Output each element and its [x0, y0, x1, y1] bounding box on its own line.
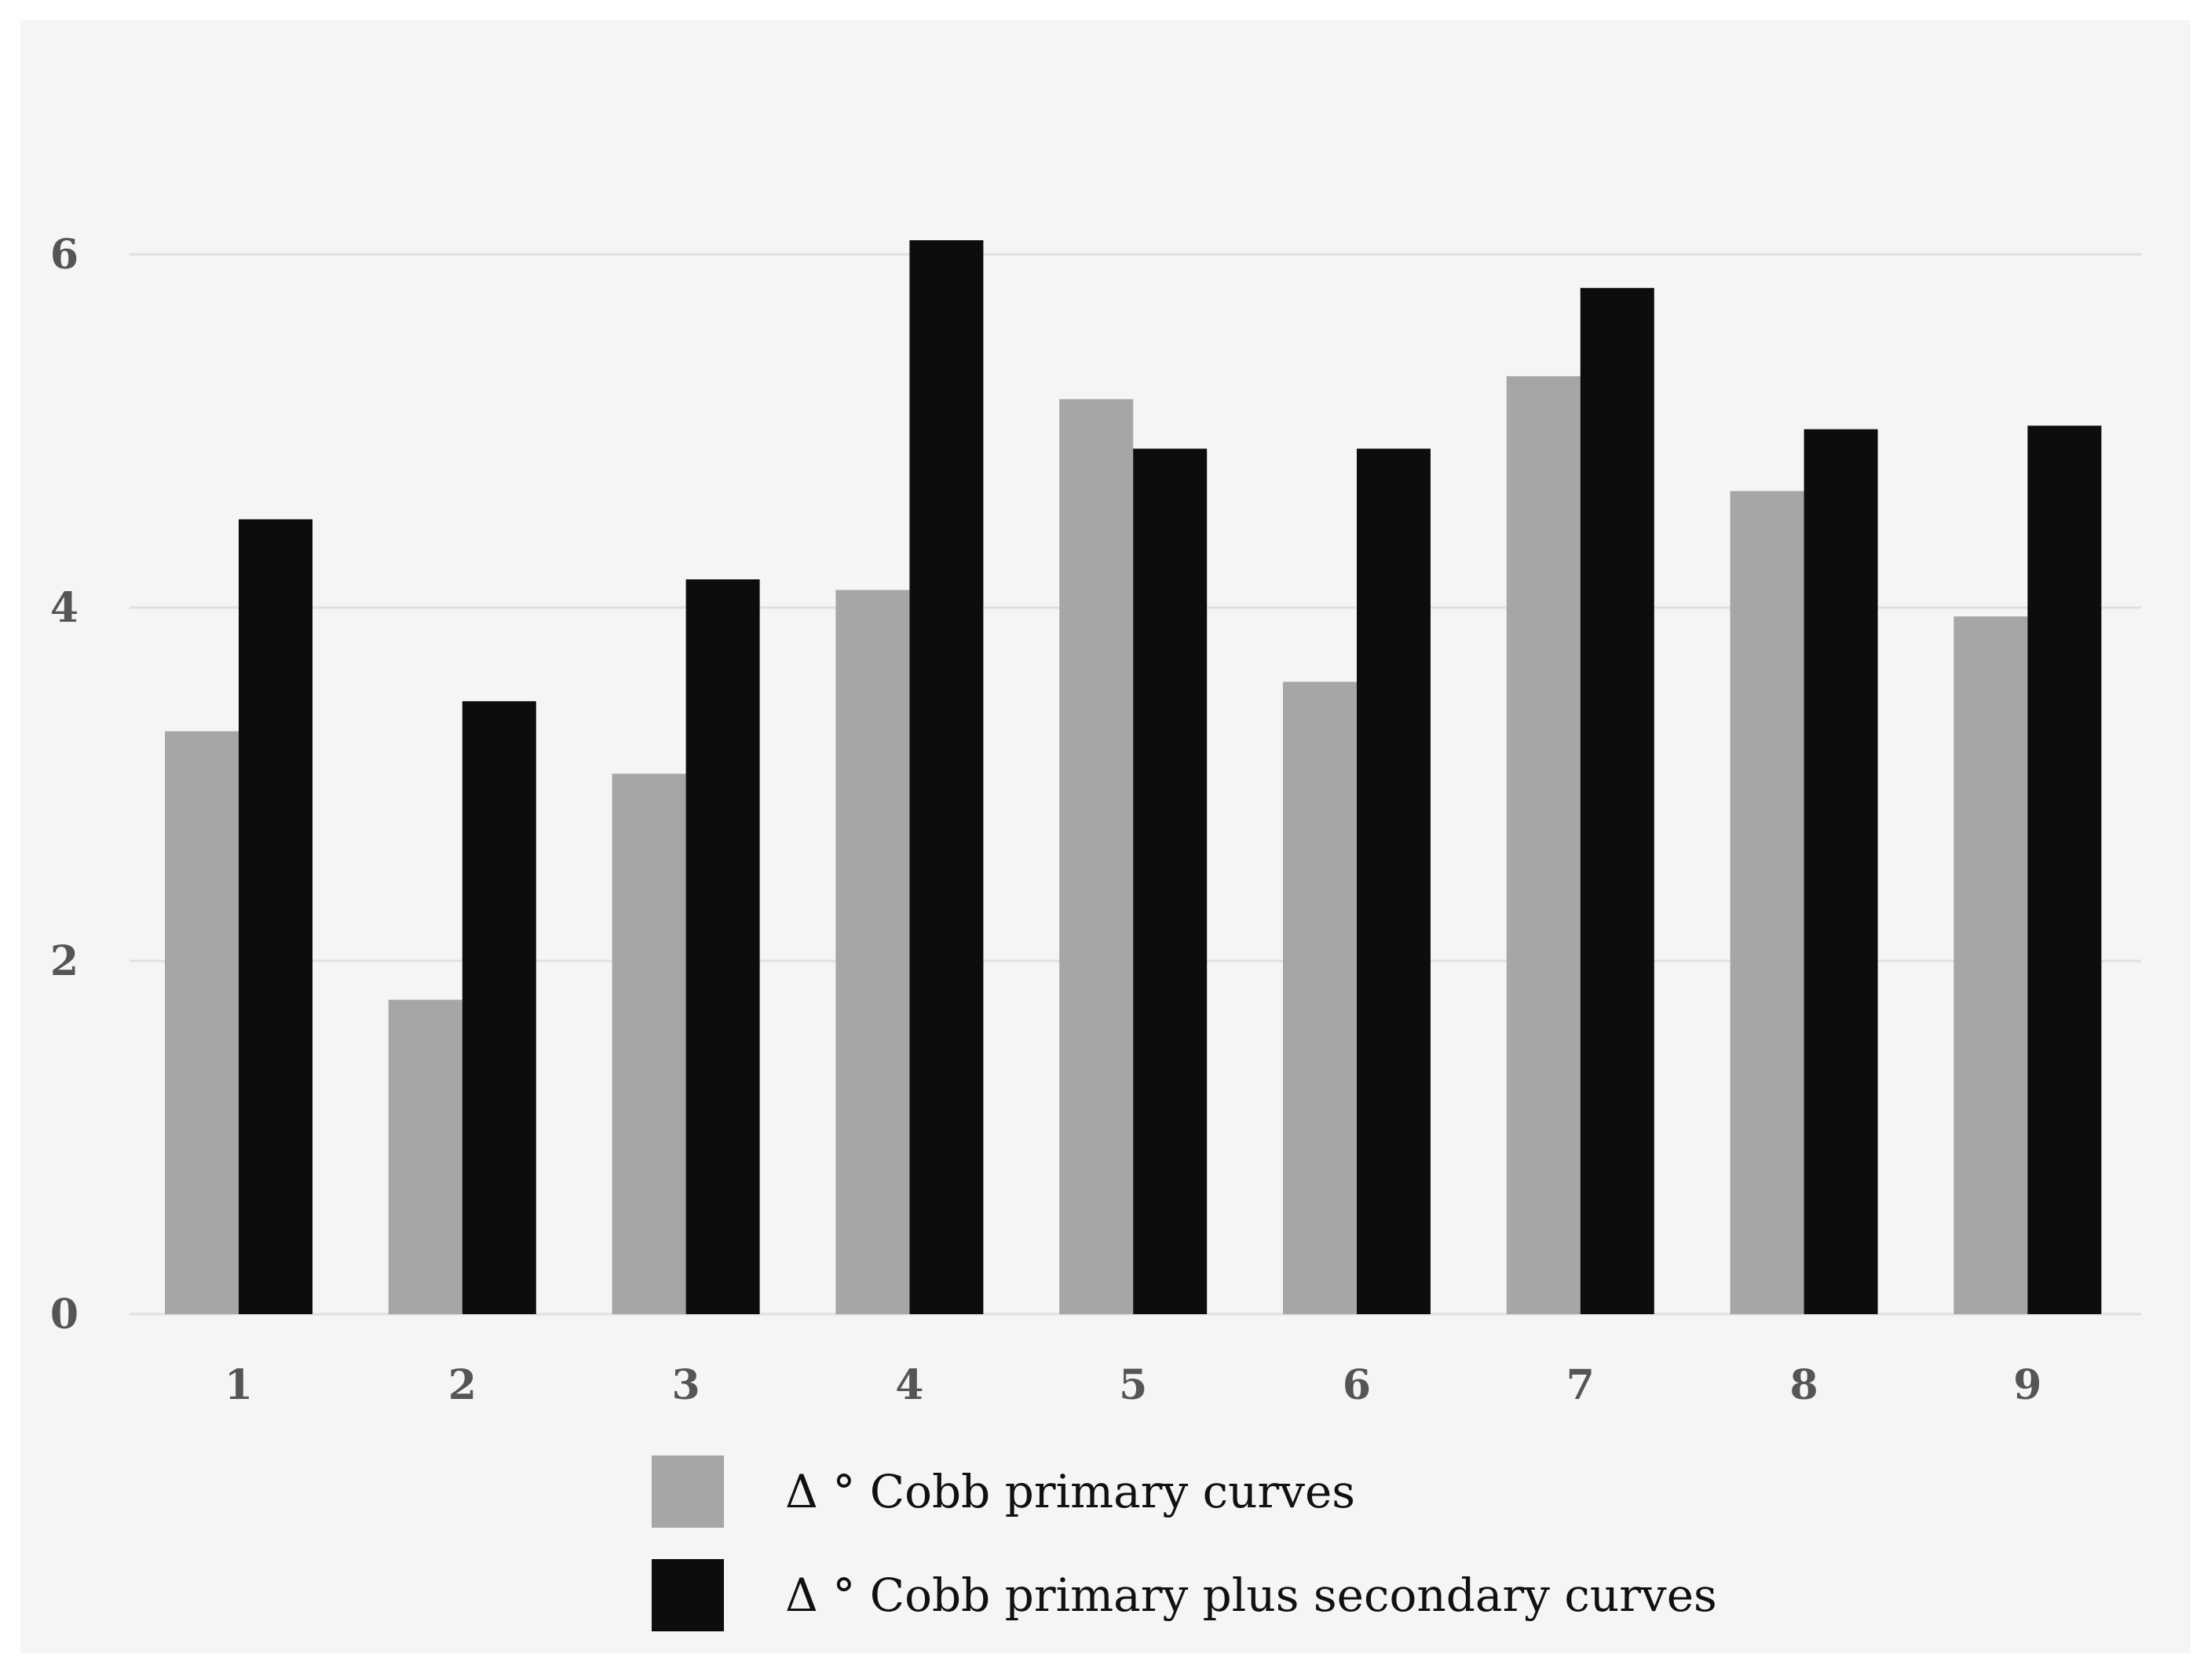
bar-series-2-category-7: [1580, 287, 1654, 1314]
y-tick-label: 2: [50, 937, 79, 985]
bar-series-1-category-5: [1059, 399, 1134, 1314]
bar-series-1-category-7: [1506, 376, 1581, 1314]
bar-series-2-category-8: [1804, 429, 1878, 1314]
bar-series-2-category-1: [239, 519, 312, 1314]
x-tick-label: 4: [895, 1361, 923, 1409]
bar-series-2-category-5: [1133, 448, 1208, 1314]
bar-series-1-category-9: [1953, 616, 2028, 1314]
legend-swatch-series-1: [652, 1455, 724, 1528]
x-tick-label: 6: [1343, 1361, 1371, 1409]
x-tick-label: 1: [225, 1361, 253, 1409]
bars: [165, 240, 2102, 1314]
y-tick-label: 6: [50, 231, 79, 279]
bar-series-2-category-2: [462, 701, 536, 1314]
bar-series-1-category-6: [1283, 681, 1357, 1314]
bar-series-1-category-8: [1730, 491, 1804, 1314]
y-tick-label: 0: [50, 1291, 79, 1339]
bar-series-1-category-4: [835, 590, 910, 1314]
x-tick-label: 2: [448, 1361, 477, 1409]
x-axis-ticks: 1 2 3 4 5 6 7 8 9: [225, 1361, 2042, 1409]
bar-series-2-category-3: [685, 579, 760, 1314]
bar-series-1-category-3: [612, 773, 686, 1314]
bar-series-1-category-2: [388, 999, 462, 1314]
bar-series-2-category-9: [2027, 425, 2102, 1314]
legend-label-series-1: Δ ° Cobb primary curves: [785, 1465, 1355, 1518]
legend-label-series-2: Δ ° Cobb primary plus secondary curves: [785, 1569, 1717, 1622]
bar-series-2-category-6: [1357, 448, 1431, 1314]
x-tick-label: 9: [2013, 1361, 2041, 1409]
x-tick-label: 8: [1790, 1361, 1818, 1409]
legend-swatch-series-2: [652, 1559, 724, 1631]
x-tick-label: 7: [1566, 1361, 1595, 1409]
x-tick-label: 5: [1119, 1361, 1147, 1409]
y-axis-ticks: 0 2 4 6: [50, 231, 79, 1339]
x-tick-label: 3: [672, 1361, 700, 1409]
bar-series-1-category-1: [165, 731, 239, 1314]
y-tick-label: 4: [50, 584, 79, 632]
bar-series-2-category-4: [909, 240, 984, 1314]
legend: Δ ° Cobb primary curves Δ ° Cobb primary …: [652, 1455, 1717, 1631]
